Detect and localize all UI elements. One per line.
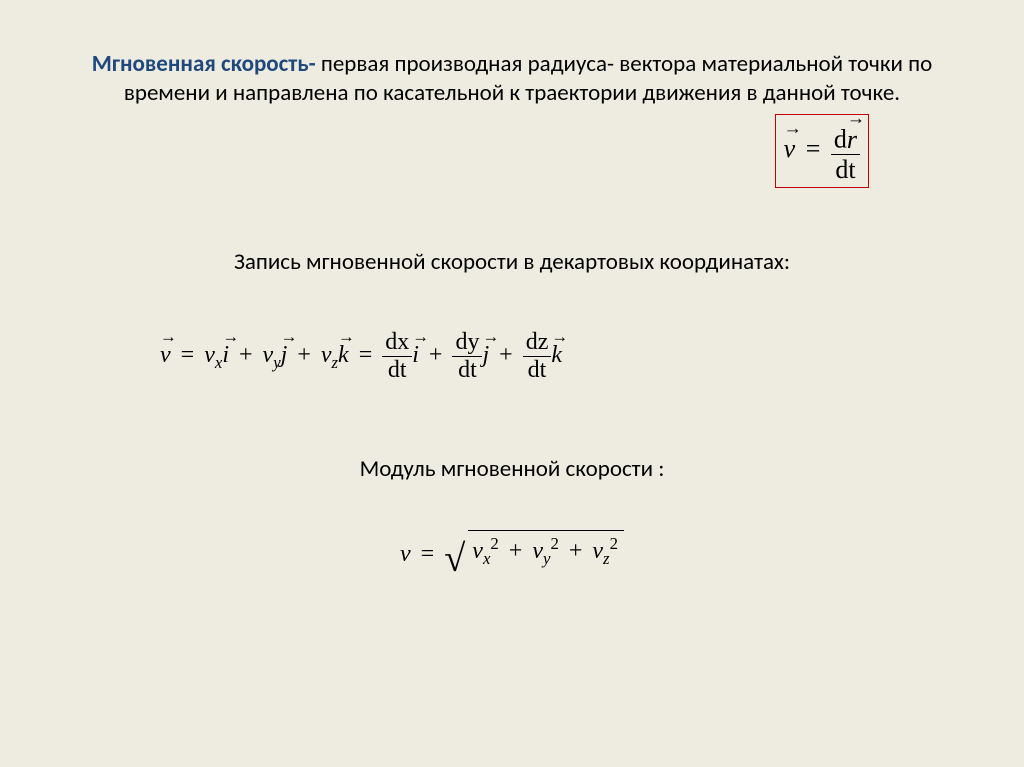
vec-k2: k xyxy=(551,336,562,369)
sub-x: x xyxy=(215,353,222,372)
vz-m: v xyxy=(592,538,603,564)
dz-den: dt xyxy=(523,357,552,383)
slide-page: Мгновенная скорость- первая производная … xyxy=(0,0,1024,767)
vx: v xyxy=(204,342,215,368)
vec-i: i xyxy=(222,336,229,369)
equals-sign: = xyxy=(802,134,825,163)
equation-cartesian: v = vxi + vyj + vzk = dx dt i + dy dt j … xyxy=(160,330,562,383)
eq-sign-2: = xyxy=(355,342,377,368)
heading-cartesian: Запись мгновенной скорости в декартовых … xyxy=(0,248,1024,276)
equation-modulus: v = √ vx2 + vy2 + vz2 xyxy=(0,530,1024,581)
v-mod: v xyxy=(400,541,411,567)
vec-v: v xyxy=(784,128,796,165)
pow-y: 2 xyxy=(550,534,558,553)
vy: v xyxy=(263,342,274,368)
numerator: dr xyxy=(831,119,860,155)
sqrt: √ vx2 + vy2 + vz2 xyxy=(444,530,624,581)
plus-3: + xyxy=(425,342,447,368)
denominator: dt xyxy=(831,155,860,183)
dx-num: dx xyxy=(382,330,412,357)
under-root: vx2 + vy2 + vz2 xyxy=(468,530,624,569)
boxed-equation: v = dr dt xyxy=(775,114,869,188)
plus-m2: + xyxy=(565,538,587,564)
pow-z: 2 xyxy=(610,534,618,553)
eq-v-drdt: v = dr dt xyxy=(784,134,860,163)
plus-m1: + xyxy=(505,538,527,564)
plus-4: + xyxy=(495,342,517,368)
frac-dydt: dy dt xyxy=(452,330,482,383)
sub-y: y xyxy=(273,353,280,372)
plus-1: + xyxy=(235,342,257,368)
term: Мгновенная скорость- xyxy=(92,50,316,78)
vec-v2: v xyxy=(160,336,171,369)
eq-cartesian-math: v = vxi + vyj + vzk = dx dt i + dy dt j … xyxy=(160,342,562,368)
definition-text: Мгновенная скорость- первая производная … xyxy=(90,50,934,109)
eq-sign-3: = xyxy=(417,541,439,567)
dz-num: dz xyxy=(523,330,552,357)
vec-j2: j xyxy=(482,336,489,369)
vec-i2: i xyxy=(412,336,419,369)
heading-modulus: Модуль мгновенной скорости : xyxy=(0,455,1024,483)
dy-num: dy xyxy=(452,330,482,357)
pow-x: 2 xyxy=(490,534,498,553)
fraction-drdt: dr dt xyxy=(831,119,860,183)
vy-m: v xyxy=(532,538,543,564)
eq-modulus-math: v = √ vx2 + vy2 + vz2 xyxy=(400,541,624,567)
vec-k: k xyxy=(338,336,349,369)
plus-2: + xyxy=(293,342,315,368)
vz: v xyxy=(321,342,332,368)
num-r: r xyxy=(847,119,857,153)
num-d: d xyxy=(834,125,847,154)
vec-j: j xyxy=(281,336,288,369)
frac-dzdt: dz dt xyxy=(523,330,552,383)
frac-dxdt: dx dt xyxy=(382,330,412,383)
eq-sign-1: = xyxy=(177,342,199,368)
dy-den: dt xyxy=(452,357,482,383)
sqrt-symbol: √ xyxy=(444,537,465,581)
vx-m: v xyxy=(472,538,483,564)
dx-den: dt xyxy=(382,357,412,383)
